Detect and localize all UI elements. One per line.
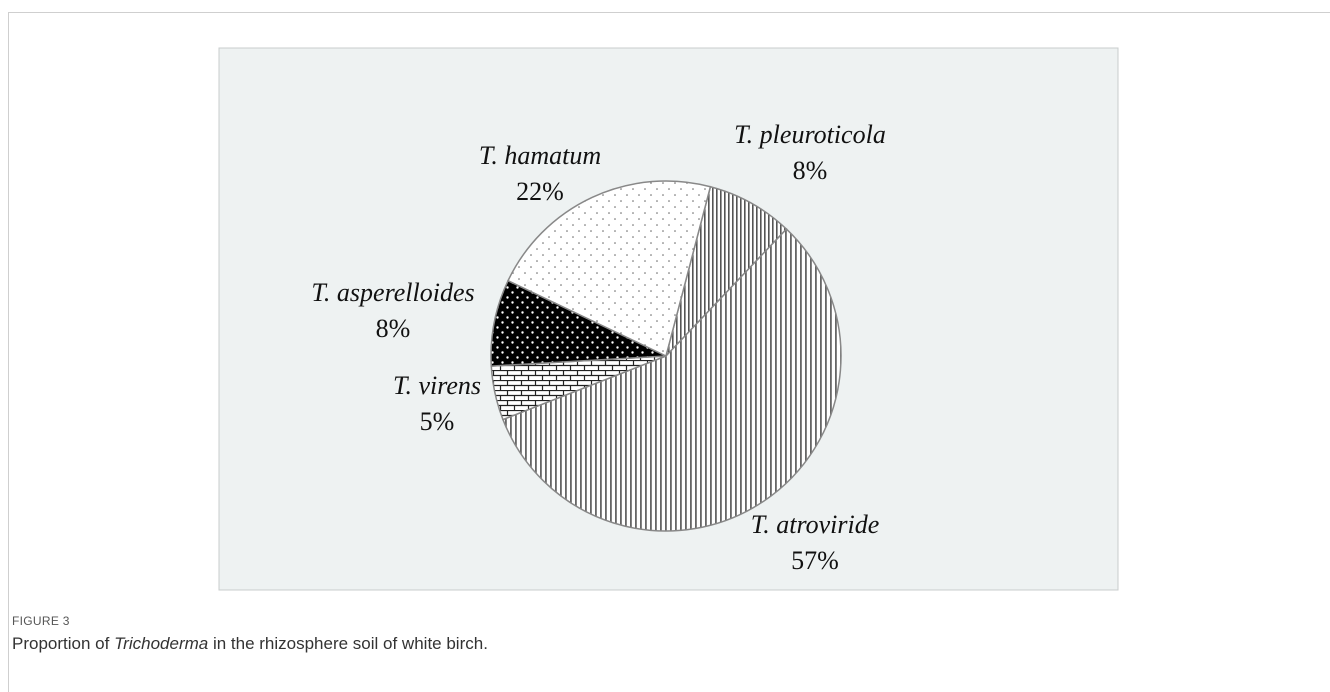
slice-value-label: 8% [793, 156, 828, 185]
slice-value-label: 5% [420, 407, 455, 436]
slice-value-label: 22% [516, 177, 564, 206]
pie-slice [507, 180, 712, 358]
slice-value-label: 57% [791, 546, 839, 575]
pie-slice [501, 227, 842, 532]
figure-label: FIGURE 3 [12, 614, 70, 628]
slice-label: T. atroviride [751, 510, 880, 539]
slice-label: T. pleuroticola [734, 120, 886, 149]
slice-value-label: 8% [376, 314, 411, 343]
caption-text: Proportion of [12, 634, 115, 653]
figure-frame [8, 12, 1330, 692]
slice-label: T. hamatum [479, 141, 601, 170]
slice-label: T. asperelloides [311, 278, 474, 307]
chart: T. pleuroticola 8% T. atroviride 57% T. vire… [218, 47, 1119, 591]
figure-caption: Proportion of Trichoderma in the rhizosp… [12, 634, 488, 654]
pie [490, 180, 842, 532]
caption-italic: Trichoderma [114, 634, 209, 653]
slice-label: T. virens [393, 371, 481, 400]
caption-text: in the rhizosphere soil of white birch. [208, 634, 488, 653]
